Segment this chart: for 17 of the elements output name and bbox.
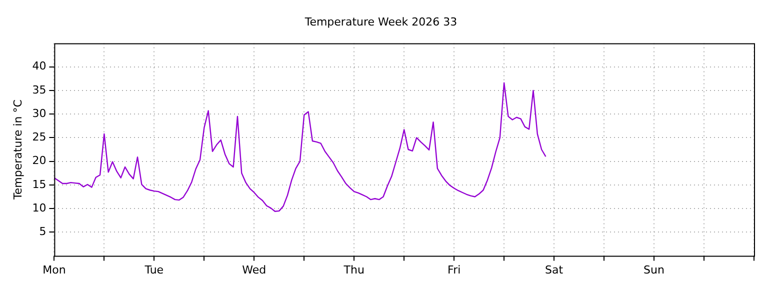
y-tick-label: 30: [32, 106, 46, 120]
y-tick-label: 25: [32, 130, 46, 144]
y-tick-label: 10: [32, 201, 46, 214]
y-tick-label: 15: [32, 178, 46, 191]
y-tick-label: 20: [32, 154, 46, 168]
y-tick-label: 5: [39, 225, 46, 238]
x-tick-label: Tue: [144, 263, 164, 276]
x-tick-label: Fri: [448, 263, 461, 276]
x-tick-label: Mon: [42, 263, 66, 276]
chart-title: Temperature Week 2026 33: [304, 15, 458, 28]
y-axis-title: Temperature in °C: [11, 99, 24, 200]
x-tick-label: Thu: [342, 263, 364, 276]
y-tick-label: 35: [32, 83, 46, 96]
y-tick-label: 40: [32, 60, 46, 73]
x-tick-label: Sun: [644, 263, 665, 276]
x-tick-label: Sat: [545, 263, 564, 276]
x-tick-label: Wed: [242, 263, 266, 276]
